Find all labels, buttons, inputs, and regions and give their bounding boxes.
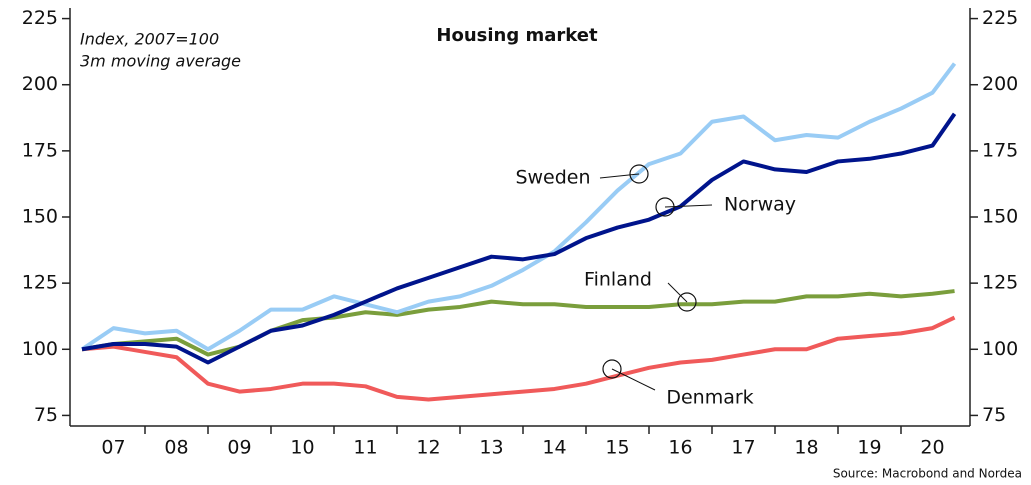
x-tick-label: 13 — [479, 437, 503, 459]
y-tick-label: 75 — [34, 404, 58, 426]
y2-tick-label: 150 — [982, 206, 1018, 228]
y-tick-label: 175 — [22, 139, 58, 161]
leader — [599, 173, 640, 179]
line — [81, 315, 956, 402]
leader — [611, 368, 656, 391]
x-tick-label: 11 — [353, 437, 377, 459]
line — [81, 289, 955, 357]
y2-tick-label: 200 — [982, 73, 1018, 95]
x-tick-label: 09 — [227, 437, 251, 459]
series-label: Sweden — [515, 167, 590, 189]
label-circle — [655, 197, 675, 217]
label-circle — [677, 292, 697, 312]
y2-tick-label: 100 — [982, 338, 1018, 360]
x-tick-label: 19 — [857, 437, 881, 459]
source: Source: Macrobond and Nordea — [833, 467, 1022, 481]
y-tick-label: 100 — [22, 338, 58, 360]
subtitle: Index, 2007=100 — [80, 30, 219, 49]
x-tick-label: 12 — [416, 437, 440, 459]
x-tick-label: 15 — [605, 437, 629, 459]
series-label: Finland — [584, 269, 652, 291]
x-tick-label: 16 — [668, 437, 692, 459]
x-tick-label: 18 — [794, 437, 818, 459]
line — [81, 112, 957, 365]
line — [80, 62, 957, 352]
y-tick-label: 225 — [22, 7, 58, 29]
y2-tick-label: 225 — [982, 7, 1018, 29]
y-tick-label: 200 — [22, 73, 58, 95]
x-tick-label: 10 — [290, 437, 314, 459]
leader — [667, 282, 688, 303]
y-tick-label: 150 — [22, 206, 58, 228]
x-tick-label: 17 — [731, 437, 755, 459]
y2-tick-label: 75 — [982, 404, 1006, 426]
x-tick-label: 14 — [542, 437, 566, 459]
x-tick-label: 08 — [164, 437, 188, 459]
x-tick-label: 07 — [101, 437, 125, 459]
leader — [664, 204, 713, 208]
chart-title: Housing market — [436, 25, 598, 46]
label-circle — [629, 164, 649, 184]
y2-tick-label: 175 — [982, 139, 1018, 161]
y-tick-label: 125 — [22, 272, 58, 294]
x-tick-label: 20 — [920, 437, 944, 459]
subtitle: 3m moving average — [80, 52, 241, 71]
y2-tick-label: 125 — [982, 272, 1018, 294]
label-circle — [602, 359, 622, 379]
series-label: Norway — [724, 194, 796, 216]
series-label: Denmark — [666, 387, 753, 409]
